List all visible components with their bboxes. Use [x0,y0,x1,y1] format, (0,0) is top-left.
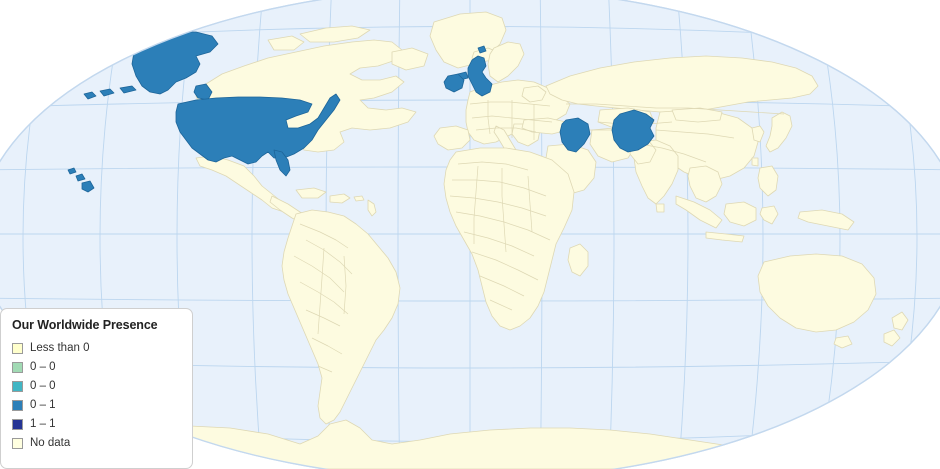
region-united-kingdom [467,55,493,97]
hispaniola [329,193,351,204]
legend-label: 0 – 0 [30,379,56,392]
new-zealand [891,311,909,331]
legend-label: Less than 0 [30,341,90,354]
legend-item[interactable]: 0 – 0 [12,358,182,377]
continent-africa [443,147,575,331]
lesser-antilles [367,199,377,217]
legend-item[interactable]: Less than 0 [12,339,182,358]
korea [751,125,765,143]
country-russia [545,55,819,113]
legend-label: 0 – 1 [30,398,56,411]
victoria-island [267,35,305,51]
mongolia [671,107,723,123]
highlighted-countries[interactable] [67,31,655,193]
legend-label: No data [30,436,71,449]
new-zealand-south [883,329,901,347]
legend-item[interactable]: 1 – 1 [12,415,182,434]
malaysia-sumatra [675,195,723,229]
map-legend: Our Worldwide Presence Less than 0 0 – 0… [0,308,193,469]
region-aleutian-islands [83,91,97,100]
region-iraq [559,117,591,153]
philippines [757,165,779,197]
legend-item[interactable]: No data [12,434,182,453]
caribbean-islands [295,187,327,199]
legend-item[interactable]: 0 – 1 [12,396,182,415]
taiwan [751,157,759,167]
sulawesi [759,205,779,225]
iberia [433,125,471,151]
region-florida [273,149,291,177]
legend-title: Our Worldwide Presence [12,318,158,332]
legend-swatch-less-than-0 [12,343,23,354]
legend-item[interactable]: 0 – 0 [12,377,182,396]
tasmania [833,335,853,349]
region-alaska [131,31,219,95]
puerto-rico [353,195,365,202]
continent-south-america [281,209,401,425]
legend-label: 1 – 1 [30,417,56,430]
country-japan [765,111,793,153]
country-australia [757,253,877,333]
region-hawaii-2 [75,173,86,182]
new-guinea [797,209,855,231]
region-hawaii [67,167,77,175]
madagascar [567,243,589,277]
region-afghanistan [611,109,655,153]
legend-swatch-blue [12,400,23,411]
legend-swatch-green [12,362,23,373]
baltic-states [521,85,547,103]
region-uk-scotland-isles [477,45,487,54]
legend-swatch-no-data [12,438,23,449]
legend-swatch-navy [12,419,23,430]
borneo [723,201,757,227]
baffin-island [391,47,429,71]
region-aleutian-islands-3 [119,85,137,94]
legend-label: 0 – 0 [30,360,56,373]
arctic-islands [299,25,371,43]
indochina [687,165,723,203]
legend-swatch-cyan [12,381,23,392]
java [705,231,745,243]
scandinavia [487,41,525,83]
region-aleutian-islands-2 [99,88,115,97]
region-ireland [443,73,465,93]
region-united-states [175,93,341,165]
sri-lanka [655,203,665,213]
region-hawaii-3 [81,180,95,193]
